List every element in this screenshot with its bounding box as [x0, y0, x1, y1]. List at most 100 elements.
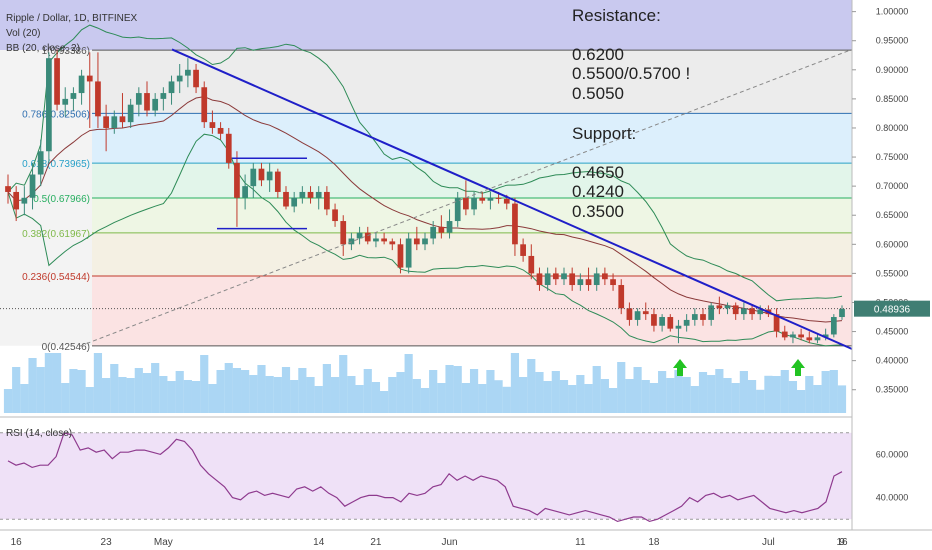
downtrend-line [171, 48, 861, 354]
volume-bar [633, 367, 642, 413]
volume-bar [543, 381, 552, 413]
volume-bar [478, 384, 487, 413]
volume-bar [486, 370, 495, 413]
volume-bar [224, 363, 233, 413]
candle-body [602, 273, 608, 280]
up-arrow-icon [673, 359, 687, 376]
candle-body [700, 314, 706, 320]
candlesticks [5, 49, 845, 344]
time-axis-panel [0, 530, 932, 550]
fib-level-label: 1(0.93386) [42, 46, 90, 57]
volume-bar [93, 353, 103, 413]
candle-body [70, 93, 77, 99]
candle-body [299, 191, 306, 198]
volume-bar [756, 389, 765, 413]
volume-bar [764, 375, 773, 413]
volume-bar [167, 381, 176, 413]
volume-bar [265, 376, 274, 413]
fib-level-label: 0.5(0.67966) [33, 194, 90, 205]
candle-body [373, 238, 379, 242]
candle-body [62, 98, 69, 105]
candle-body [315, 191, 322, 198]
volume-bar [52, 353, 62, 413]
fib-zone [92, 276, 852, 346]
candle-body [675, 325, 682, 329]
candle-body [642, 311, 649, 315]
volume-bar [142, 373, 152, 413]
candle-body [413, 238, 420, 245]
candle-body [741, 308, 747, 315]
volume-bar [118, 377, 127, 413]
volume-bar [404, 354, 413, 413]
fib-level-lines: 1(0.93386) 0.786(0.82506) 0.618(0.73965) 0.… [22, 46, 852, 353]
volume-bar [502, 386, 511, 413]
candle-body [405, 238, 412, 268]
candle-body [176, 75, 183, 82]
volume-bar [249, 375, 258, 413]
candle-body [135, 93, 142, 105]
fib-zone [92, 113, 852, 164]
candle-body [193, 69, 199, 88]
time-tick-label: Jul [762, 537, 775, 548]
volume-bar [772, 376, 781, 413]
price-tick-label: 0.60000 [876, 239, 909, 249]
candle-body [822, 334, 829, 338]
volume-bar [347, 376, 356, 413]
volume-bar [494, 380, 503, 413]
volume-bar [77, 370, 86, 413]
resistance-level-2: 0.5500/0.5700 ! [572, 64, 690, 83]
candle-body [593, 273, 600, 286]
volume-bar [306, 377, 315, 413]
volume-bar [445, 365, 454, 413]
time-tick-label: 18 [648, 537, 660, 548]
candle-body [422, 238, 428, 245]
candle-body [708, 305, 715, 320]
volume-bar [200, 355, 209, 413]
candle-body [552, 273, 559, 280]
volume-bar [592, 366, 601, 413]
volume-indicator-label: Vol (20) [6, 28, 40, 39]
volume-bar [829, 370, 838, 413]
price-tick-label: 0.70000 [876, 181, 909, 191]
volume-bar [600, 379, 609, 413]
time-tick-label: May [154, 537, 173, 548]
volume-bar [12, 367, 21, 413]
candle-body [503, 198, 510, 204]
candle-body [732, 305, 739, 315]
candle-body [520, 244, 526, 256]
volume-bar [159, 376, 168, 413]
price-tick-label: 0.75000 [876, 152, 909, 162]
price-tick-label: 0.45000 [876, 327, 909, 337]
text-labels: Ripple / Dollar, 1D, BITFINEX Vol (20) B… [6, 6, 690, 439]
volume-bar [3, 389, 13, 413]
fib-level-label: 0.786(0.82506) [22, 109, 90, 120]
volume-bar [134, 368, 143, 413]
candle-body [119, 116, 126, 123]
candle-body [356, 232, 363, 239]
volume-bar [20, 384, 29, 413]
volume-bar [617, 362, 626, 413]
candle-body [242, 186, 248, 198]
volume-bar [420, 388, 430, 413]
price-tick-label: 0.90000 [876, 65, 909, 75]
volume-bar [322, 364, 331, 413]
volume-bar [690, 386, 699, 413]
time-tick-label: 21 [370, 537, 382, 548]
candle-body [487, 197, 494, 201]
candle-body [266, 171, 273, 181]
volume-bar [797, 390, 806, 413]
volume-bar [788, 381, 798, 413]
candle-body [201, 87, 208, 123]
candle-body [479, 197, 486, 201]
volume-bars [3, 353, 847, 413]
candle-body [13, 191, 20, 210]
price-tick-label: 0.65000 [876, 210, 909, 220]
candle-body [610, 279, 616, 286]
candle-body [438, 226, 445, 233]
candle-body [561, 273, 567, 280]
volume-bar [28, 358, 37, 413]
time-tick-label: 16 [11, 537, 23, 548]
volume-bar [747, 380, 757, 413]
candle-body [144, 93, 150, 111]
volume-bar [102, 378, 111, 413]
